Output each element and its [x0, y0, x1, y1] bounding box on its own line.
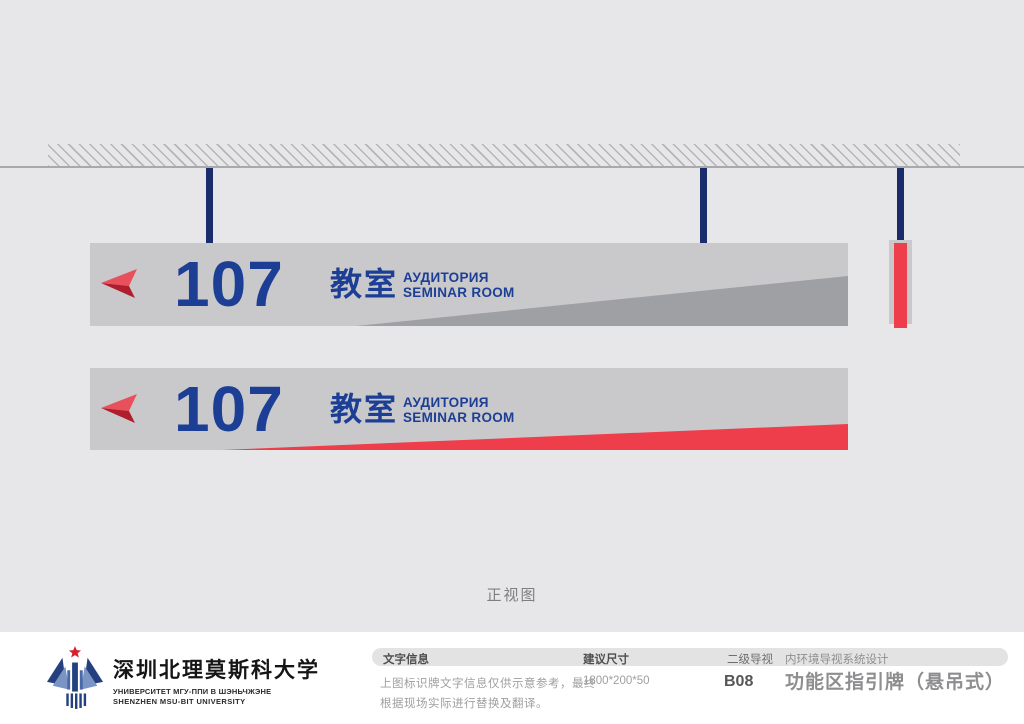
left-arrow-icon	[101, 394, 137, 423]
sign-side-view	[889, 240, 912, 328]
header-suggested-size: 建议尺寸	[583, 654, 629, 666]
header-sign-level: 二级导视	[727, 654, 773, 666]
room-name-zh: 教室	[330, 391, 399, 427]
university-logo-icon	[46, 646, 104, 709]
university-name-zh: 深圳北理莫斯科大学	[113, 658, 320, 682]
university-name-en: SHENZHEN MSU-BIT UNIVERSITY	[113, 697, 246, 706]
side-view-red-stripe	[894, 243, 907, 328]
room-name-zh: 教室	[330, 266, 399, 302]
view-label: 正视图	[486, 587, 538, 604]
sign-front-view-gray: 107 教室 АУДИТОРИЯ SEMINAR ROOM	[90, 243, 848, 326]
sign-code: B08	[724, 673, 754, 690]
header-system-name: 内环境导视系统设计	[785, 654, 889, 666]
room-number: 107	[174, 373, 284, 445]
suggested-size-value: 1800*200*50	[583, 675, 650, 687]
ceiling-hatch	[48, 144, 960, 167]
info-header-band	[372, 648, 1008, 666]
gray-wedge-shape	[356, 276, 848, 326]
hanging-rod	[700, 168, 707, 244]
sign-front-view-red: 107 教室 АУДИТОРИЯ SEMINAR ROOM	[90, 368, 848, 450]
text-note-line2: 根据现场实际进行替换及翻译。	[380, 698, 548, 710]
room-name-ru-en: АУДИТОРИЯ SEMINAR ROOM	[403, 270, 515, 300]
red-wedge-shape	[222, 424, 848, 450]
room-number: 107	[174, 248, 284, 320]
hanging-rod-side	[897, 168, 904, 242]
sign-type-title: 功能区指引牌（悬吊式）	[785, 672, 1006, 693]
room-name-ru: АУДИТОРИЯ	[403, 395, 489, 410]
hanging-rod	[206, 168, 213, 244]
university-brand-block: 深圳北理莫斯科大学 УНИВЕРСИТЕТ МГУ-ППИ В ШЭНЬЧЖЭН…	[113, 654, 320, 706]
university-name-ru: УНИВЕРСИТЕТ МГУ-ППИ В ШЭНЬЧЖЭНЕ	[113, 687, 272, 696]
room-name-ru: АУДИТОРИЯ	[403, 270, 489, 285]
ceiling-line	[0, 166, 1024, 168]
footer: 深圳北理莫斯科大学 УНИВЕРСИТЕТ МГУ-ППИ В ШЭНЬЧЖЭН…	[0, 632, 1024, 724]
room-name-ru-en: АУДИТОРИЯ SEMINAR ROOM	[403, 395, 515, 425]
room-name-en: SEMINAR ROOM	[403, 285, 515, 300]
drawing-canvas: 107 教室 АУДИТОРИЯ SEMINAR ROOM 107 教室 АУД…	[0, 0, 1024, 632]
spec-info-table: 文字信息 建议尺寸 二级导视 内环境导视系统设计 上图标识牌文字信息仅供示意参考…	[372, 648, 1008, 724]
text-note-line1: 上图标识牌文字信息仅供示意参考，最终	[380, 678, 596, 690]
room-name-en: SEMINAR ROOM	[403, 410, 515, 425]
left-arrow-icon	[101, 269, 137, 298]
header-text-info: 文字信息	[383, 654, 429, 666]
